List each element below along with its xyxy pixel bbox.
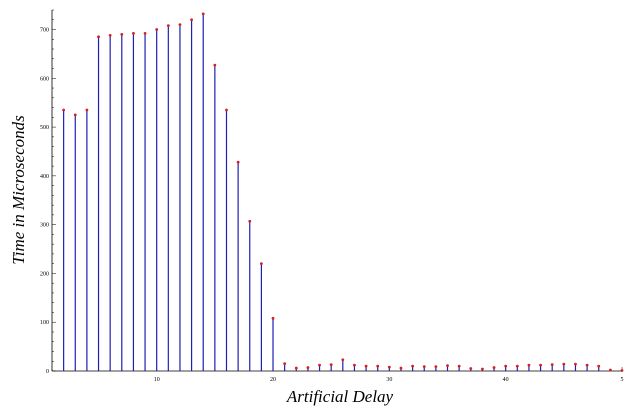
data-point (318, 363, 321, 367)
data-point (492, 366, 496, 369)
data-point (597, 364, 601, 368)
data-point (329, 363, 333, 367)
y-tick-label: 400 (40, 174, 49, 180)
x-tick-label: 40 (503, 377, 509, 383)
y-tick-label: 600 (40, 76, 49, 82)
y-tick-label: 500 (40, 125, 49, 131)
y-tick-label: 0 (46, 369, 49, 375)
data-point (85, 108, 89, 112)
data-point (259, 262, 263, 266)
stems (63, 13, 623, 371)
points (62, 12, 624, 372)
y-tick-label: 100 (40, 320, 49, 326)
x-tick-label: 20 (270, 377, 276, 383)
data-point (608, 368, 612, 372)
data-point (457, 364, 461, 368)
data-point (376, 364, 380, 368)
data-point (201, 12, 205, 16)
data-point (399, 366, 403, 370)
data-point (539, 363, 542, 367)
data-point (364, 364, 368, 368)
data-point (166, 24, 170, 28)
y-tick-label: 200 (40, 271, 49, 277)
data-point (550, 363, 554, 367)
x-tick-label: 10 (154, 377, 160, 383)
data-point (132, 32, 135, 35)
data-point (248, 219, 252, 223)
data-point (353, 363, 356, 367)
data-point (73, 113, 77, 117)
y-axis-label: Time in Microseconds (9, 115, 28, 265)
data-point (562, 362, 566, 366)
data-point (283, 362, 287, 366)
data-point (271, 316, 275, 320)
data-point (155, 28, 159, 31)
data-point (62, 108, 66, 112)
data-point (527, 363, 531, 367)
data-point (387, 365, 391, 369)
data-point (294, 366, 298, 370)
data-point (469, 367, 473, 370)
x-tick-label: 30 (386, 377, 392, 383)
data-point (341, 358, 345, 362)
data-point (120, 32, 124, 36)
data-point (190, 18, 193, 22)
data-point (422, 365, 426, 369)
data-point (236, 160, 240, 164)
data-point (585, 363, 589, 367)
data-point (143, 32, 147, 35)
data-point (97, 35, 100, 39)
data-point (515, 364, 519, 368)
data-point (108, 33, 112, 37)
x-tick-label: 5 (621, 377, 624, 383)
x-axis-label: Artificial Delay (286, 387, 394, 406)
data-point (225, 108, 228, 112)
data-point (481, 367, 484, 371)
data-point (411, 364, 415, 368)
y-tick-label: 700 (40, 28, 49, 34)
data-point (620, 369, 624, 372)
data-point (504, 364, 508, 368)
data-point (434, 365, 438, 369)
data-point (213, 63, 217, 67)
data-point (574, 362, 577, 366)
data-point (306, 366, 310, 369)
data-point (446, 364, 449, 368)
y-tick-label: 300 (40, 223, 49, 229)
data-point (178, 23, 182, 27)
